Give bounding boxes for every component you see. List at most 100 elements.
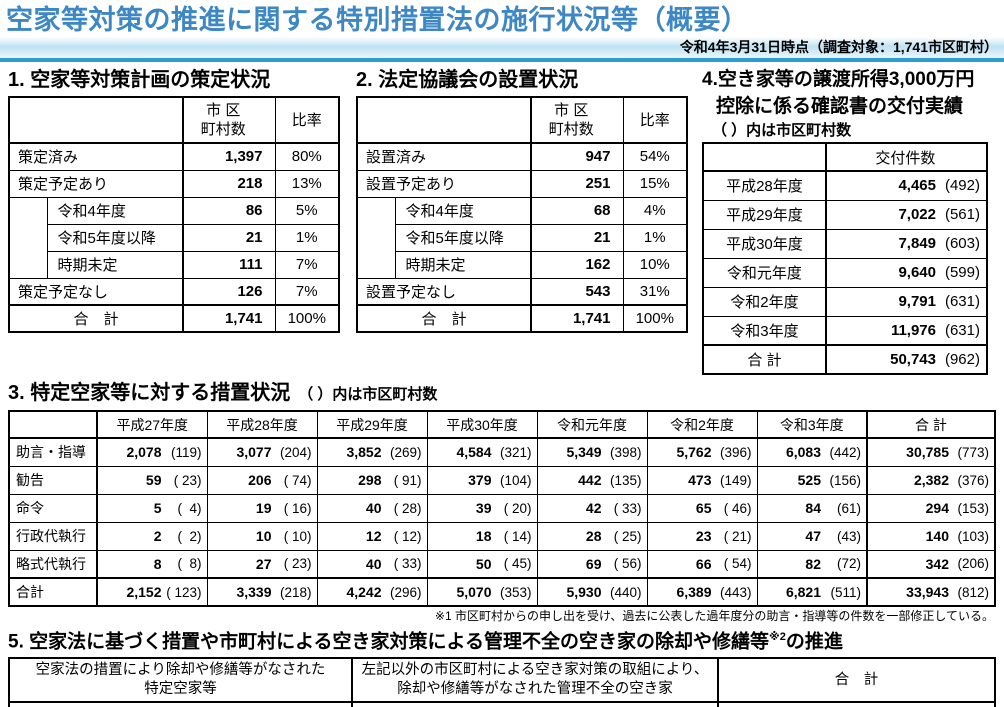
cell-paren: (511) <box>830 584 861 600</box>
data-cell: 40 ( 33) <box>316 549 428 579</box>
total-cell: 140 (103) <box>866 521 996 551</box>
issued-count: 50,743 <box>890 351 936 368</box>
row-label: 令和4年度 <box>46 196 184 225</box>
cell-paren: (135) <box>609 472 642 488</box>
data-cell: 5,349 (398) <box>536 437 648 467</box>
row-label: 勧告 <box>8 465 98 495</box>
cell-paren: (156) <box>829 472 861 488</box>
row-label: 時期未定 <box>394 250 532 279</box>
cell-paren: ( 45) <box>503 556 532 572</box>
cell-value: 50 <box>475 555 492 572</box>
municipality-count: (962) <box>944 351 980 368</box>
table-row: 設置予定なし 543 31% <box>356 277 688 306</box>
cell-value: 5,930 <box>566 584 602 600</box>
council-table: 市 区 町村数 比率 設置済み 947 54% 設置予定あり 251 15% <box>356 96 688 333</box>
cell-value: 12 <box>365 528 382 544</box>
row-label: 令和3年度 <box>702 315 827 346</box>
data-cell: 3,077 (204) <box>206 437 318 467</box>
data-cell: 12 ( 12) <box>316 521 428 551</box>
row-count: 21 <box>530 223 624 252</box>
header-year: 令和元年度 <box>536 410 648 439</box>
row-label: 令和5年度以降 <box>46 223 184 252</box>
header-ratio: 比率 <box>274 96 340 144</box>
cell-paren: (398) <box>609 444 642 460</box>
cell-paren: (376) <box>957 472 989 488</box>
content: 1. 空家等対策計画の策定状況 市 区 町村数 比率 策定済み 1,397 80… <box>0 62 1004 707</box>
data-cell: 18 ( 14) <box>426 521 538 551</box>
promotion-title-tail: の推進 <box>785 631 843 653</box>
table-row: 令和2年度 9,791 (631) <box>702 286 988 317</box>
cell-value: 473 <box>688 472 712 488</box>
issued-count: 9,640 <box>898 264 936 281</box>
cell-paren: ( 23) <box>173 472 202 488</box>
row-count: 111 <box>182 250 276 279</box>
cell-value: 28 <box>585 528 602 544</box>
data-cell: 84 (61) <box>756 493 868 523</box>
section-council: 2. 法定協議会の設置状況 市 区 町村数 比率 設置済み 947 54% 設置 <box>356 64 688 375</box>
row-count: 1,397 <box>182 142 276 171</box>
data-cell: 2 ( 2) <box>96 521 208 551</box>
header-empty-cell <box>356 96 532 144</box>
row-ratio: 7% <box>274 250 340 279</box>
table-total-row: 合計 2,152( 123) 3,339 (218) 4,242 (296) 5,0… <box>8 577 996 607</box>
data-cell: 6,389 (443) <box>646 577 758 607</box>
promotion-title-sup: ※2 <box>769 631 786 643</box>
cell-paren: ( 46) <box>723 500 752 516</box>
data-cell: 2,078 (119) <box>96 437 208 467</box>
cell-value: 294 <box>925 500 949 516</box>
row-count: 543 <box>530 277 624 306</box>
promotion-table: 空家法の措置により除却や修繕等がなされた 特定空家等 左記以外の市区町村による空… <box>8 657 996 707</box>
cell-value: 5 <box>153 500 162 516</box>
cell-paren: (153) <box>957 500 989 516</box>
cell-paren: ( 12) <box>393 528 422 544</box>
row-count: 218 <box>182 169 276 198</box>
cell-value: 27 <box>255 555 272 572</box>
cell-value: 18 <box>475 528 492 544</box>
footnote-1: ※1 市区町村からの申し出を受け、過去に公表した過年度分の助言・指導等の件数を一… <box>434 609 994 623</box>
issued-count: 7,022 <box>898 206 936 223</box>
cell-value: 206 <box>248 472 272 488</box>
row-count: 1,741 <box>530 304 624 333</box>
issued-count: 4,465 <box>898 177 936 195</box>
section-promotion-title: 5. 空家法に基づく措置や市町村による空き家対策による管理不全の空き家の除却や修… <box>8 625 996 654</box>
section-council-title: 2. 法定協議会の設置状況 <box>356 69 579 91</box>
cell-value: 6,083 <box>785 444 821 461</box>
cell-paren: ( 8) <box>177 556 202 572</box>
total-cell: 342 (206) <box>866 549 996 579</box>
data-cell: 40 ( 28) <box>316 493 428 523</box>
table-subrow: 時期未定 162 10% <box>356 250 688 279</box>
data-cell: 59 ( 23) <box>96 465 208 495</box>
row-ratio: 54% <box>622 142 688 171</box>
data-cell: 28 ( 25) <box>536 521 648 551</box>
cell-paren: ( 33) <box>613 500 642 516</box>
municipality-count: (599) <box>944 264 980 281</box>
header-empty-cell <box>8 410 98 439</box>
total-cell: 30,785 (773) <box>866 437 996 467</box>
row-ratio: 15% <box>622 169 688 198</box>
data-cell: 5,070 (353) <box>426 577 538 607</box>
row-label: 設置済み <box>356 142 532 171</box>
row-value: 4,465 (492) <box>824 170 988 201</box>
table-row: 策定済み 1,397 80% <box>8 142 340 171</box>
row-value: 7,022 (561) <box>824 199 988 230</box>
cell-paren: ( 20) <box>503 500 532 516</box>
section-certificate-title-line1: 4.空き家等の譲渡所得3,000万円 <box>702 69 975 90</box>
row-ratio: 1% <box>622 223 688 252</box>
data-cell: 23 ( 21) <box>646 521 758 551</box>
table-row: 令和3年度 11,976 (631) <box>702 315 988 346</box>
cell-value: 84 <box>805 500 821 516</box>
cell-paren: (321) <box>499 444 532 460</box>
cell-value: 2 <box>153 528 162 544</box>
table-row: 略式代執行 8 ( 8) 27 ( 23) 40 ( 33) 50 ( 45) 69 ( … <box>8 549 996 579</box>
row-label: 策定済み <box>8 142 184 171</box>
header-empty-cell <box>8 96 184 144</box>
row-count: 162 <box>530 250 624 279</box>
row-count: 1,741 <box>182 304 276 333</box>
divider-rule <box>0 58 1004 62</box>
table-header-row: 平成27年度 平成28年度 平成29年度 平成30年度 令和元年度 令和2年度 … <box>8 410 996 439</box>
row-label: 合 計 <box>356 304 532 333</box>
data-cell: 298 ( 91) <box>316 465 428 495</box>
cell-paren: (440) <box>609 584 642 600</box>
row-ratio: 31% <box>622 277 688 306</box>
